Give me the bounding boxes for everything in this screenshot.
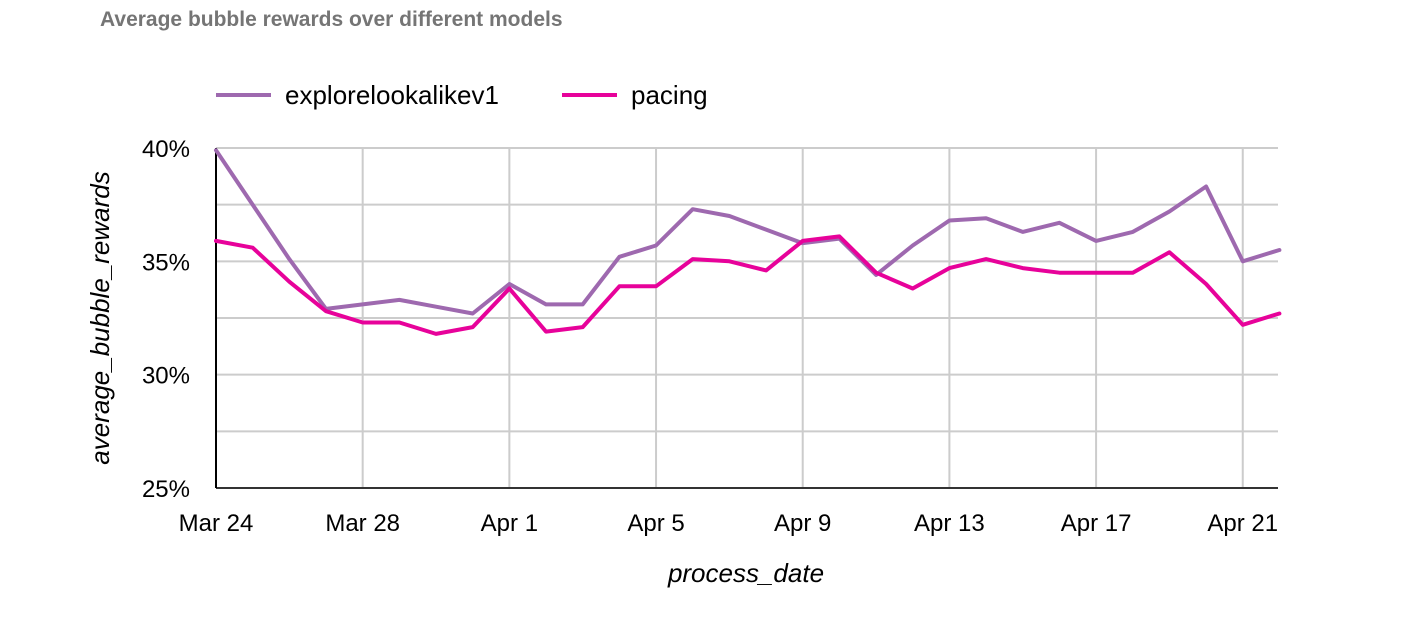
gridlines [216, 147, 1278, 489]
axes: 25% 30% 35% 40% Mar 24 Mar 28 Apr 1 Apr 5 Apr 9 A… [142, 136, 1278, 537]
y-tick-label: 40% [142, 136, 190, 163]
x-tick-label: Apr 13 [914, 510, 985, 537]
x-tick-label: Apr 5 [627, 510, 684, 537]
x-tick-label: Apr 9 [774, 510, 831, 537]
y-axis-title: average_bubble_rewards [85, 171, 115, 464]
x-tick-label: Apr 21 [1207, 510, 1278, 537]
chart-title: Average bubble rewards over different mo… [100, 8, 563, 31]
series-line-pacing [214, 234, 1282, 336]
legend: explorelookalikev1 pacing [216, 80, 708, 110]
x-tick-label: Apr 17 [1061, 510, 1132, 537]
x-axis-title: process_date [667, 558, 824, 588]
y-tick-label: 35% [142, 249, 190, 276]
series-lines [214, 148, 1282, 336]
x-tick-label: Mar 24 [179, 510, 254, 537]
x-tick-label: Mar 28 [325, 510, 400, 537]
x-tick-label: Apr 1 [481, 510, 538, 537]
legend-label-pacing: pacing [631, 80, 708, 110]
series-line-explorelookalikev1 [214, 148, 1282, 316]
y-tick-label: 30% [142, 363, 190, 390]
legend-label-explorelookalikev1: explorelookalikev1 [285, 80, 499, 110]
y-tick-label: 25% [142, 476, 190, 503]
